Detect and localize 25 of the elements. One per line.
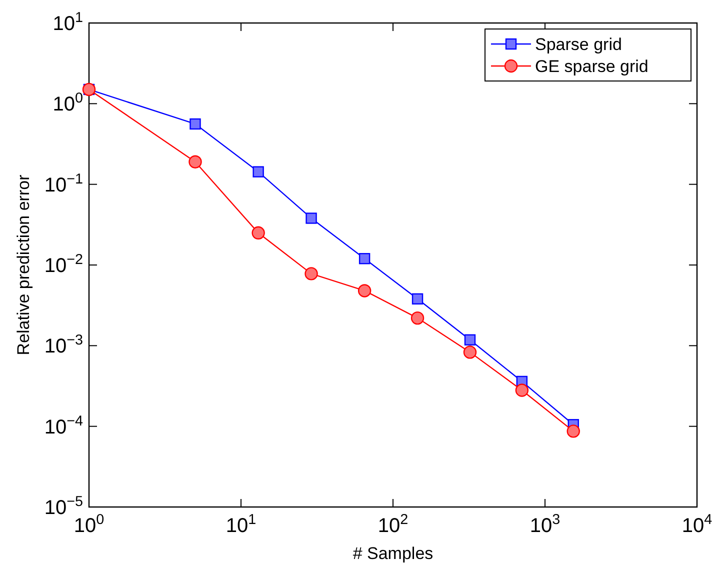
x-tick-label: 10$^{4}$ (682, 512, 712, 537)
point (464, 334, 476, 346)
y-tick-label: 10$^{−1}$ (44, 171, 83, 196)
x-axis-title: # Samples (352, 544, 434, 563)
y-tick-label: 10$^{−3}$ (44, 332, 83, 358)
x-tick-label: 10$^{2}$ (378, 512, 408, 537)
point (515, 384, 529, 397)
point (252, 226, 265, 240)
point (410, 311, 424, 325)
y-axis-title: Relative prediction error (14, 174, 33, 356)
y-tick-label: 10$^{0}$ (52, 90, 83, 116)
y-tick-label: 10$^{1}$ (52, 10, 83, 35)
point (306, 212, 317, 224)
point (412, 293, 424, 304)
point (358, 253, 370, 264)
point (304, 267, 318, 280)
point (463, 346, 477, 359)
y-tick-label: 10$^{−2}$ (44, 252, 83, 277)
y-tick-label: 10$^{−4}$ (44, 413, 83, 438)
point (358, 284, 372, 298)
point (252, 166, 264, 178)
x-tick-label: 10$^{1}$ (226, 512, 256, 537)
legend-label: GE sparse grid (535, 57, 648, 76)
legend-label: Sparse grid (535, 35, 622, 54)
x-tick-label: 10$^{3}$ (530, 512, 560, 537)
